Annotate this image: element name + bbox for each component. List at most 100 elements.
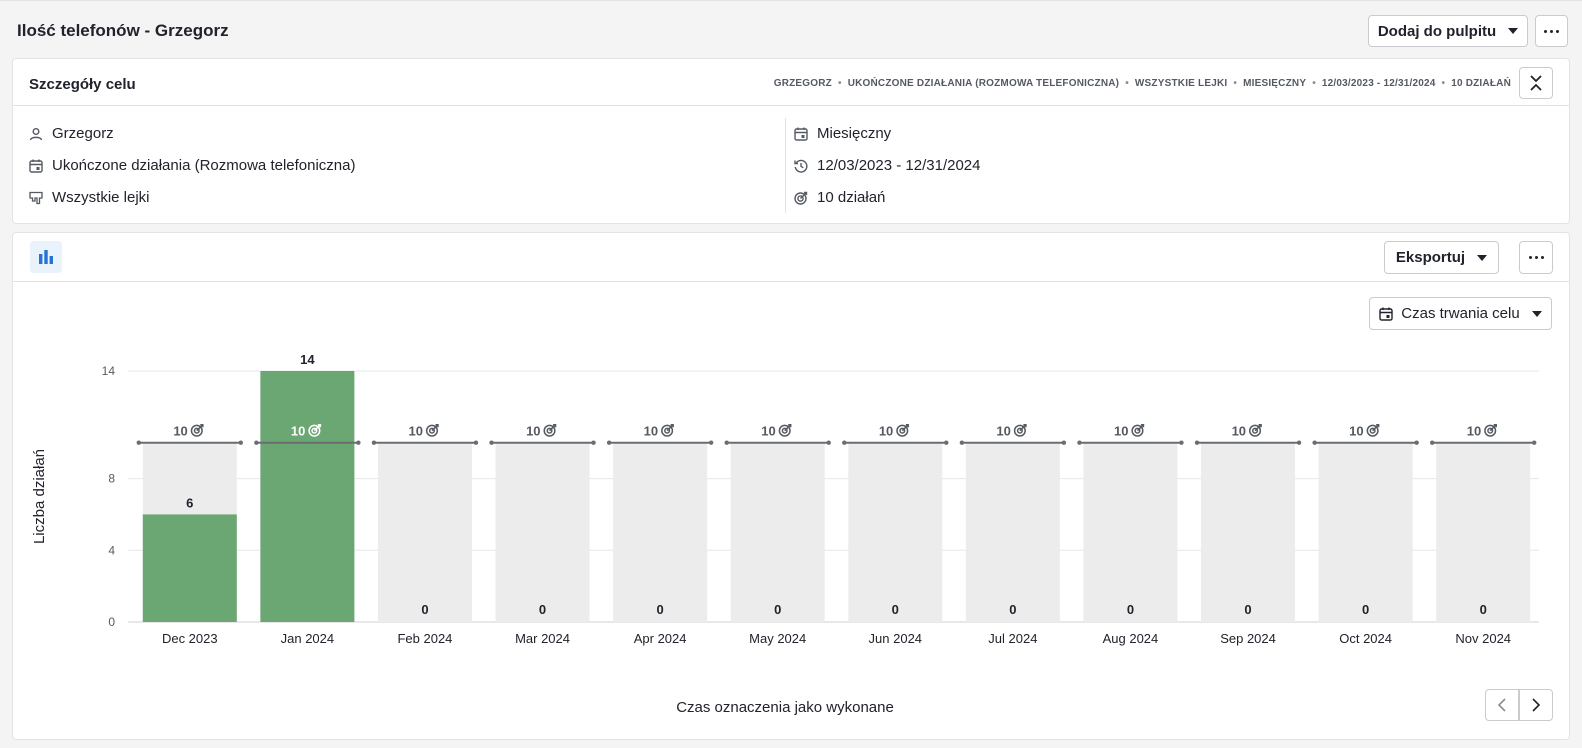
goal-label: 10 — [173, 424, 187, 439]
y-tick-label: 4 — [108, 543, 115, 557]
goal-label: 10 — [408, 424, 422, 439]
export-button[interactable]: Eksportuj — [1384, 241, 1499, 274]
goal-line-dot — [708, 440, 714, 445]
history-icon — [794, 159, 808, 173]
x-tick-label: Jan 2024 — [281, 631, 335, 646]
target-icon — [308, 424, 321, 437]
goal-label: 10 — [526, 424, 540, 439]
goal-line-dot — [1414, 440, 1419, 445]
bar-remaining — [613, 442, 708, 622]
pipeline-icon — [29, 191, 43, 204]
x-axis-title: Czas oznaczenia jako wykonane — [676, 699, 894, 716]
goal-line-dot — [1077, 440, 1082, 445]
target-icon — [794, 191, 808, 205]
goal-details-card: Szczegóły celu GRZEGORZ • UKOŃCZONE DZIAŁ… — [12, 58, 1570, 224]
goal-line-dot — [1312, 440, 1317, 445]
bar-remaining — [965, 442, 1060, 622]
target-icon-inner — [1369, 427, 1376, 434]
target-icon-arrow — [784, 423, 792, 432]
goal-line-dot — [473, 440, 479, 445]
x-tick-label: Mar 2024 — [515, 631, 570, 646]
bar-value-label: 0 — [539, 602, 546, 617]
goal-line-dot — [136, 440, 141, 445]
target-icon-arrow — [1254, 423, 1262, 432]
chevron-right-icon — [1532, 698, 1540, 712]
x-tick-label: Nov 2024 — [1455, 631, 1511, 646]
target-icon — [1013, 424, 1026, 437]
x-tick-label: Dec 2023 — [162, 631, 218, 646]
bar-value-label: 0 — [1127, 602, 1134, 617]
goal-duration-label: Czas trwania celu — [1401, 305, 1520, 322]
target-icon-arrow — [1019, 423, 1027, 432]
goal-line-dot — [371, 440, 377, 445]
bar-value-label: 0 — [657, 602, 664, 617]
crumb-pipelines: WSZYSTKIE LEJKI — [1134, 78, 1228, 89]
add-to-dashboard-button[interactable]: Dodaj do pulpitu — [1368, 15, 1528, 47]
target-icon — [1366, 424, 1379, 437]
goal-chart-card: Eksportuj 0 4 8 14 Liczba działań Czas oznacz… — [12, 232, 1570, 740]
bar-remaining — [495, 442, 590, 622]
crumb-activity: UKOŃCZONE DZIAŁANIA (ROZMOWA TELEFONICZN… — [847, 78, 1120, 89]
top-bar: Ilość telefonów - Grzegorz Dodaj do pulp… — [0, 0, 1582, 58]
bar-achieved — [260, 371, 355, 622]
calendar-icon — [1379, 307, 1393, 321]
y-tick-label: 14 — [102, 364, 116, 378]
goal-line-dot — [1296, 440, 1302, 445]
goal-line-dot — [842, 440, 847, 445]
goal-label: 10 — [1349, 424, 1363, 439]
x-tick-label: Apr 2024 — [634, 631, 687, 646]
bar-remaining — [377, 442, 472, 622]
bar-value-label: 6 — [186, 495, 193, 510]
goal-bar-chart: 0 4 8 14 Liczba działań Czas oznaczenia jako … — [31, 352, 1539, 716]
goal-details-title: Szczegóły celu — [29, 76, 136, 93]
goal-label: 10 — [291, 424, 305, 439]
target-icon-inner — [546, 427, 553, 434]
target-icon-arrow — [901, 423, 910, 432]
goal-line-dot — [944, 440, 949, 445]
crumb-interval: MIESIĘCZNY — [1243, 78, 1307, 89]
goal-label: 10 — [879, 424, 893, 439]
target-icon-inner — [664, 427, 671, 434]
goal-line-dot — [724, 440, 729, 445]
goal-duration-dropdown[interactable]: Czas trwania celu — [1369, 297, 1552, 330]
collapse-details-button[interactable] — [1519, 67, 1553, 99]
page-menu-button[interactable] — [1535, 15, 1568, 47]
target-icon-arrow — [1136, 423, 1145, 432]
goal-label: 10 — [644, 424, 658, 439]
target-icon — [425, 424, 439, 437]
chart-prev-button[interactable] — [1485, 689, 1519, 721]
chart-next-button[interactable] — [1519, 689, 1553, 721]
target-icon-inner — [311, 427, 318, 434]
target-icon-inner — [781, 427, 788, 434]
target-icon — [1248, 424, 1262, 437]
goal-line-dot — [959, 440, 965, 445]
goal-line-dot — [1179, 440, 1184, 445]
chart-menu-button[interactable] — [1519, 241, 1553, 274]
target-icon-arrow — [1372, 423, 1380, 432]
caret-down-icon — [1477, 254, 1488, 261]
target-icon-inner — [899, 427, 906, 434]
y-tick-label: 8 — [108, 472, 115, 486]
chart-toolbar: Eksportuj — [13, 233, 1569, 282]
bar-remaining — [1201, 442, 1296, 622]
detail-interval: Miesięczny — [794, 125, 891, 142]
goal-line-dot — [1532, 440, 1537, 445]
calendar-check-icon — [29, 159, 43, 173]
bar-value-label: 0 — [892, 602, 899, 617]
bar-chart-toggle[interactable] — [30, 241, 62, 273]
target-icon — [190, 424, 203, 437]
goal-line-dot — [606, 440, 612, 445]
target-icon-arrow — [666, 423, 674, 432]
x-tick-label: Feb 2024 — [397, 631, 452, 646]
target-icon-inner — [1016, 427, 1023, 434]
detail-activity-type: Ukończone działania (Rozmowa telefoniczn… — [29, 157, 356, 174]
target-icon-inner — [193, 427, 200, 434]
x-tick-label: Jul 2024 — [988, 631, 1037, 646]
goal-line-dot — [1194, 440, 1200, 445]
x-tick-label: Jun 2024 — [869, 631, 923, 646]
y-axis-title: Liczba działań — [31, 449, 48, 544]
target-icon-inner — [428, 427, 436, 434]
target-icon-arrow — [549, 423, 557, 432]
user-icon — [29, 127, 43, 140]
goal-details-header: Szczegóły celu GRZEGORZ • UKOŃCZONE DZIAŁ… — [13, 59, 1569, 106]
